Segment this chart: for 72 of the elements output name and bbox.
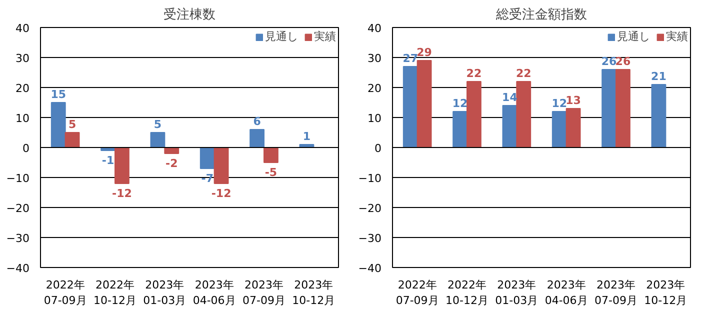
y-tick-label: −20: [6, 202, 30, 215]
data-label: 26: [615, 55, 631, 68]
bar: [64, 132, 80, 148]
data-label: 29: [416, 46, 432, 59]
data-label: 12: [552, 97, 568, 110]
bar: [466, 81, 482, 148]
chart-title: 受注棟数: [164, 8, 216, 22]
bar: [114, 147, 130, 184]
bar: [602, 69, 616, 148]
x-tick-label: 2023年 07-09月: [242, 278, 286, 308]
y-tick-label: −30: [358, 232, 382, 245]
bar: [200, 147, 215, 169]
bar: [402, 66, 418, 148]
bar: [516, 81, 532, 148]
y-tick-label: 0: [22, 142, 30, 155]
x-tick-label: 2022年 07-09月: [396, 278, 439, 308]
x-tick-label: 2023年 10-12月: [292, 278, 336, 308]
data-label: 5: [68, 118, 76, 131]
y-tick-label: 20: [16, 82, 30, 95]
legend-label: 実績: [666, 29, 688, 44]
y-tick-label: 10: [368, 112, 382, 125]
chart-title: 総受注金額指数: [495, 8, 587, 22]
bar: [214, 147, 229, 184]
data-label: -2: [166, 157, 178, 170]
x-tick-label: 2023年 07-09月: [594, 278, 638, 308]
data-label: -5: [264, 166, 278, 179]
bar: [250, 129, 264, 148]
y-tick-label: 30: [16, 52, 30, 65]
y-tick-label: 10: [16, 112, 30, 125]
y-tick-label: 40: [16, 22, 30, 35]
x-tick-label: 2023年 04-06月: [192, 278, 236, 308]
y-tick-label: 20: [368, 82, 382, 95]
data-label: -12: [112, 187, 132, 200]
bar: [416, 60, 432, 148]
bar: [50, 102, 66, 148]
y-tick-label: −10: [6, 172, 30, 185]
bar: [150, 132, 166, 148]
y-tick-label: −40: [6, 262, 30, 275]
data-label: 6: [253, 115, 262, 128]
y-tick-label: 0: [374, 142, 382, 155]
data-label: 22: [466, 67, 482, 80]
bar: [552, 111, 567, 148]
x-tick-label: 2023年 01-03月: [143, 278, 186, 308]
bar: [264, 147, 278, 163]
x-tick-label: 2022年 10-12月: [94, 278, 136, 308]
data-label: 22: [516, 67, 532, 80]
bar: [616, 69, 630, 148]
data-label: 1: [302, 130, 311, 143]
bar: [452, 111, 468, 148]
legend-label: 実績: [314, 29, 336, 44]
data-label: 15: [50, 88, 66, 101]
x-tick-label: 2023年 10-12月: [644, 278, 688, 308]
data-label: 21: [651, 70, 666, 83]
legend-label: 見通し: [617, 29, 650, 44]
y-tick-label: 40: [368, 22, 382, 35]
y-tick-label: −10: [358, 172, 382, 185]
data-label: -12: [211, 187, 232, 200]
x-tick-label: 2022年 07-09月: [44, 278, 87, 308]
bar: [651, 84, 666, 148]
y-tick-label: −30: [6, 232, 30, 245]
y-tick-label: −20: [358, 202, 382, 215]
y-tick-label: −40: [358, 262, 382, 275]
data-label: 26: [601, 55, 618, 68]
x-tick-label: 2022年 10-12月: [446, 278, 488, 308]
data-label: 13: [566, 94, 581, 107]
data-label: -1: [102, 154, 114, 167]
bar: [566, 108, 581, 148]
y-tick-label: 30: [368, 52, 382, 65]
x-tick-label: 2023年 04-06月: [544, 278, 588, 308]
x-tick-label: 2023年 01-03月: [495, 278, 538, 308]
data-label: 5: [154, 118, 162, 131]
legend-label: 見通し: [265, 29, 298, 44]
